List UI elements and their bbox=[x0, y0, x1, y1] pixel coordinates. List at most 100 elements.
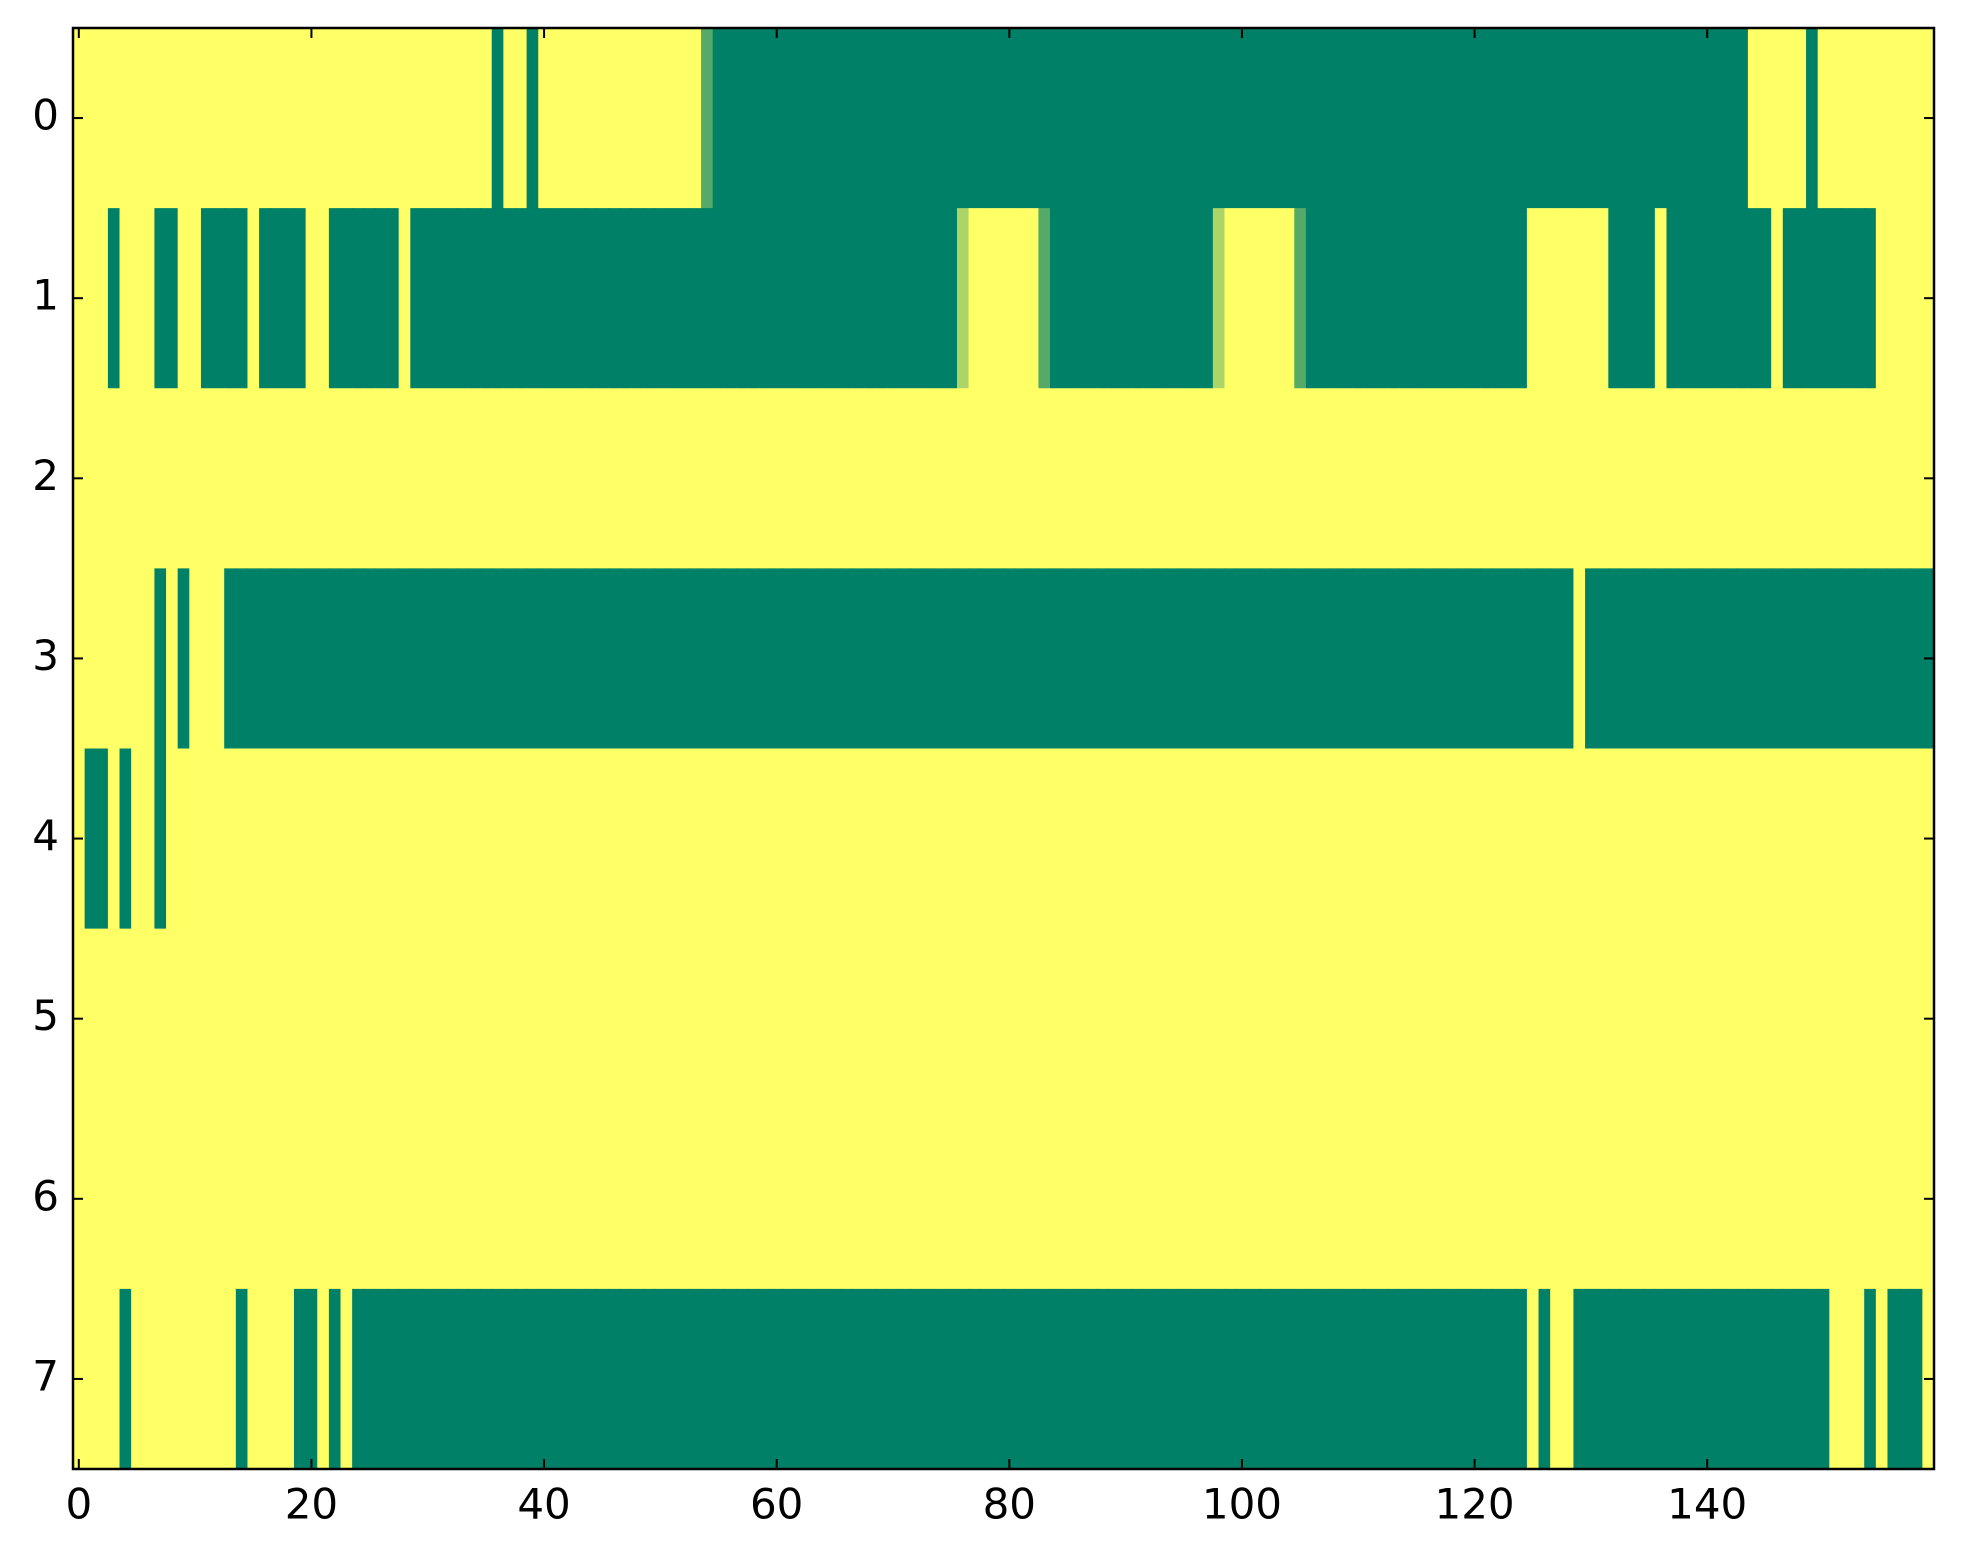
heatmap-cell bbox=[84, 568, 97, 750]
heatmap-cell bbox=[1224, 1108, 1237, 1290]
heatmap-cell bbox=[1375, 748, 1388, 930]
heatmap-cell bbox=[1596, 928, 1609, 1110]
heatmap-cell bbox=[735, 568, 749, 750]
heatmap-cell bbox=[154, 1108, 167, 1290]
heatmap-cell bbox=[1503, 748, 1516, 930]
heatmap-cell bbox=[1398, 1108, 1412, 1290]
heatmap-cell bbox=[1003, 1108, 1016, 1290]
heatmap-cell bbox=[1806, 1288, 1819, 1470]
heatmap-cell bbox=[1550, 28, 1563, 209]
heatmap-cell bbox=[1736, 1108, 1749, 1290]
heatmap-cell bbox=[1736, 928, 1749, 1110]
heatmap-cell bbox=[1073, 388, 1086, 569]
heatmap-cell bbox=[84, 928, 97, 1110]
heatmap-cell bbox=[1166, 208, 1179, 389]
heatmap-cell bbox=[1887, 208, 1900, 389]
heatmap-cell bbox=[956, 1288, 970, 1470]
heatmap-cell bbox=[293, 388, 307, 569]
heatmap-cell bbox=[898, 928, 912, 1110]
heatmap-cell bbox=[1643, 28, 1656, 209]
heatmap-cell bbox=[491, 1108, 504, 1290]
heatmap-cell bbox=[1038, 208, 1051, 389]
heatmap-cell bbox=[631, 748, 644, 930]
heatmap-cell bbox=[142, 1288, 156, 1470]
heatmap-cell bbox=[759, 568, 772, 750]
heatmap-cell bbox=[724, 1108, 737, 1290]
heatmap-cell bbox=[712, 28, 725, 209]
heatmap-cell bbox=[1166, 928, 1179, 1110]
heatmap-cell bbox=[1119, 1288, 1133, 1470]
heatmap-cell bbox=[910, 388, 923, 569]
heatmap-cell bbox=[259, 928, 272, 1110]
heatmap-cell bbox=[1364, 748, 1377, 930]
heatmap-cell bbox=[328, 568, 342, 750]
heatmap-cell bbox=[1713, 928, 1726, 1110]
heatmap-cell bbox=[1398, 568, 1412, 750]
heatmap-cell bbox=[445, 1108, 458, 1290]
heatmap-cell bbox=[166, 388, 179, 569]
heatmap-cell bbox=[1212, 748, 1226, 930]
heatmap-cell bbox=[910, 28, 923, 209]
heatmap-cell bbox=[654, 28, 667, 209]
heatmap-cell bbox=[1154, 928, 1167, 1110]
heatmap-cell bbox=[1247, 748, 1260, 930]
heatmap-cell bbox=[1771, 1108, 1784, 1290]
heatmap-cell bbox=[1352, 1288, 1365, 1470]
heatmap-cell bbox=[1852, 928, 1865, 1110]
heatmap-cell bbox=[1038, 1108, 1051, 1290]
y-tick-label: 6 bbox=[32, 1171, 59, 1220]
heatmap-cell bbox=[1305, 388, 1319, 569]
heatmap-cell bbox=[794, 1108, 807, 1290]
heatmap-cell bbox=[910, 928, 923, 1110]
heatmap-cell bbox=[1282, 1288, 1295, 1470]
heatmap-cell bbox=[131, 208, 144, 389]
heatmap-cell bbox=[863, 28, 877, 209]
heatmap-cell bbox=[1573, 928, 1586, 1110]
heatmap-cell bbox=[433, 208, 446, 389]
heatmap-cell bbox=[259, 388, 272, 569]
heatmap-cell bbox=[1061, 568, 1074, 750]
heatmap-cell bbox=[259, 1108, 272, 1290]
heatmap-cell bbox=[817, 388, 830, 569]
heatmap-cell bbox=[421, 748, 435, 930]
heatmap-cell bbox=[200, 388, 214, 569]
heatmap-cell bbox=[421, 568, 435, 750]
heatmap-cell bbox=[328, 1288, 342, 1470]
heatmap-cell bbox=[1492, 1288, 1505, 1470]
heatmap-cell bbox=[375, 28, 388, 209]
heatmap-cell bbox=[829, 748, 842, 930]
heatmap-cell bbox=[1445, 28, 1458, 209]
heatmap-cell bbox=[1864, 1288, 1877, 1470]
heatmap-cell bbox=[503, 928, 516, 1110]
heatmap-cell bbox=[852, 28, 865, 209]
heatmap-cell bbox=[305, 1288, 318, 1470]
heatmap-cell bbox=[817, 28, 830, 209]
heatmap-cell bbox=[898, 208, 912, 389]
heatmap-cell bbox=[1468, 1288, 1481, 1470]
heatmap-cell bbox=[933, 1288, 946, 1470]
heatmap-cell bbox=[1666, 1108, 1679, 1290]
heatmap-cell bbox=[1643, 568, 1656, 750]
heatmap-cell bbox=[1689, 1288, 1702, 1470]
heatmap-cell bbox=[96, 928, 109, 1110]
heatmap-cell bbox=[340, 568, 353, 750]
heatmap-cell bbox=[293, 928, 307, 1110]
heatmap-cell bbox=[177, 748, 190, 930]
heatmap-cell bbox=[1619, 1108, 1633, 1290]
heatmap-cell bbox=[1794, 28, 1807, 209]
heatmap-cell bbox=[608, 28, 621, 209]
heatmap-cell bbox=[340, 1108, 353, 1290]
heatmap-cell bbox=[526, 568, 539, 750]
heatmap-cell bbox=[1724, 568, 1737, 750]
heatmap-cell bbox=[1026, 388, 1039, 569]
heatmap-cell bbox=[468, 568, 481, 750]
heatmap-cell bbox=[1143, 1288, 1156, 1470]
heatmap-cell bbox=[1782, 208, 1796, 389]
heatmap-cell bbox=[514, 28, 528, 209]
heatmap-cell bbox=[514, 388, 528, 569]
heatmap bbox=[73, 28, 1935, 1470]
heatmap-cell bbox=[584, 928, 598, 1110]
heatmap-cell bbox=[1189, 388, 1202, 569]
heatmap-cell bbox=[177, 388, 190, 569]
heatmap-cell bbox=[642, 28, 656, 209]
